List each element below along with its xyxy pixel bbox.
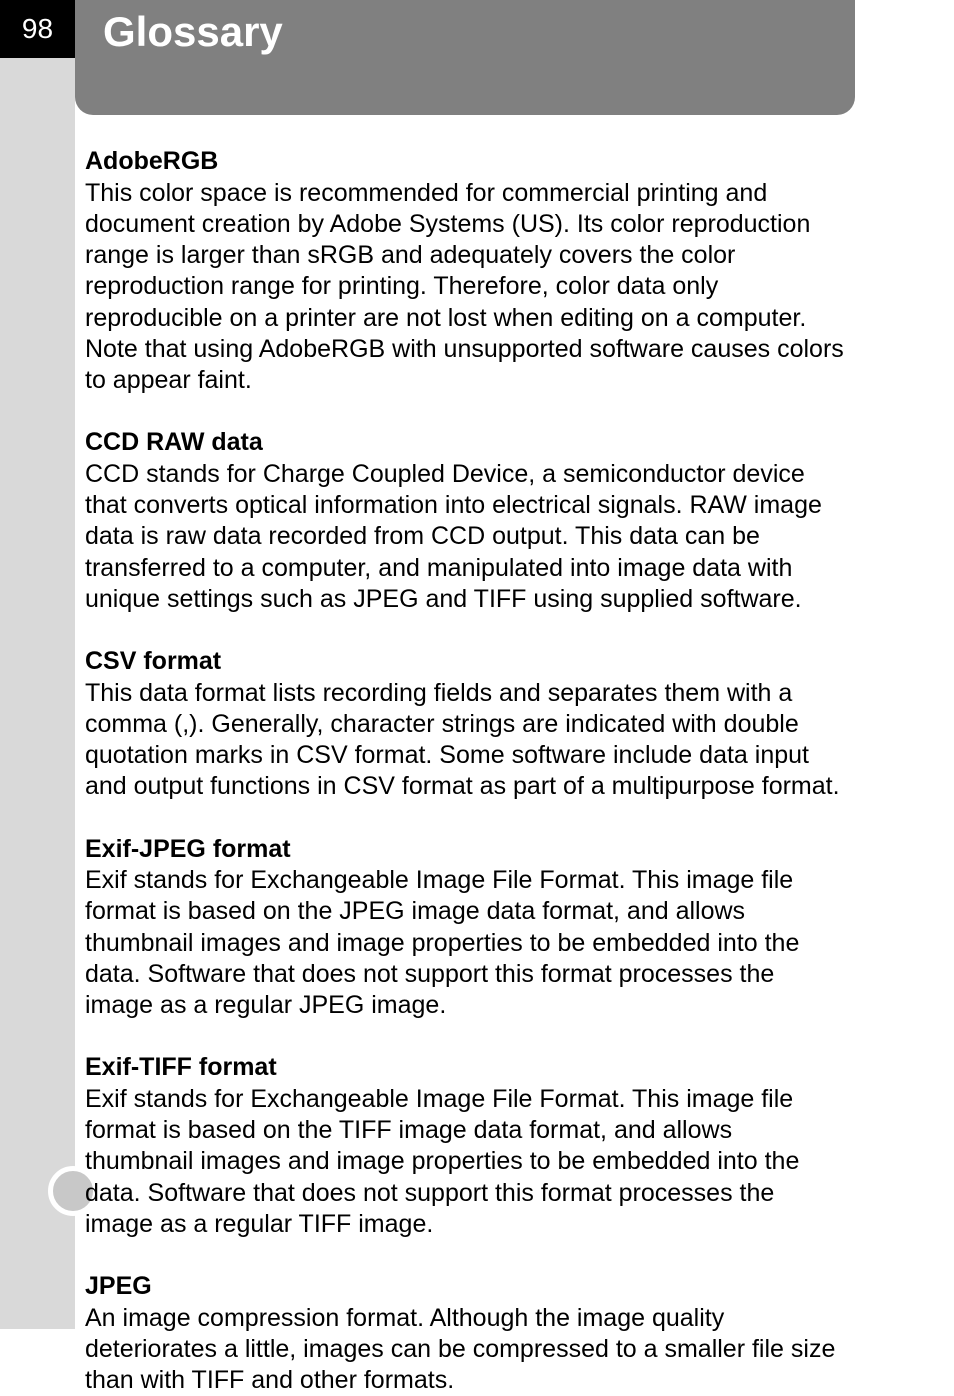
entry-definition: An image compression format. Although th…: [85, 1303, 845, 1396]
glossary-entry: Exif-JPEG format Exif stands for Exchang…: [85, 833, 845, 1022]
page-number: 98: [22, 13, 53, 45]
entry-term: Exif-TIFF format: [85, 1051, 845, 1084]
glossary-content: AdobeRGB This color space is recommended…: [75, 115, 855, 1396]
page-title: Glossary: [103, 8, 827, 56]
title-bar: Glossary: [75, 0, 855, 115]
entry-term: JPEG: [85, 1270, 845, 1303]
page-container: 98 Glossary AdobeRGB This color space is…: [0, 0, 954, 1329]
glossary-entry: AdobeRGB This color space is recommended…: [85, 145, 845, 396]
entry-definition: CCD stands for Charge Coupled Device, a …: [85, 459, 845, 615]
entry-definition: This color space is recommended for comm…: [85, 178, 845, 397]
content-area: Glossary AdobeRGB This color space is re…: [75, 0, 954, 1329]
entry-definition: This data format lists recording fields …: [85, 678, 845, 803]
entry-term: AdobeRGB: [85, 145, 845, 178]
glossary-entry: CCD RAW data CCD stands for Charge Coupl…: [85, 426, 845, 615]
glossary-entry: Exif-TIFF format Exif stands for Exchang…: [85, 1051, 845, 1240]
entry-term: CCD RAW data: [85, 426, 845, 459]
glossary-entry: CSV format This data format lists record…: [85, 645, 845, 803]
entry-term: CSV format: [85, 645, 845, 678]
entry-definition: Exif stands for Exchangeable Image File …: [85, 865, 845, 1021]
left-margin: 98: [0, 0, 75, 1329]
page-number-box: 98: [0, 0, 75, 58]
entry-definition: Exif stands for Exchangeable Image File …: [85, 1084, 845, 1240]
glossary-entry: JPEG An image compression format. Althou…: [85, 1270, 845, 1396]
entry-term: Exif-JPEG format: [85, 833, 845, 866]
